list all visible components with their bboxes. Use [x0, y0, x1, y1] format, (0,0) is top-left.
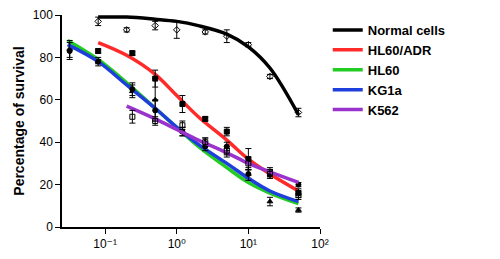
- svg-text:40: 40: [39, 135, 53, 149]
- svg-text:20: 20: [39, 178, 53, 192]
- svg-text:Percentage of survival: Percentage of survival: [11, 46, 27, 195]
- svg-text:0: 0: [46, 220, 53, 234]
- svg-text:10²: 10²: [311, 237, 328, 251]
- svg-text:HL60/ADR: HL60/ADR: [368, 43, 432, 58]
- svg-text:10⁻¹: 10⁻¹: [93, 237, 117, 251]
- svg-text:100: 100: [33, 8, 53, 22]
- svg-text:60: 60: [39, 93, 53, 107]
- svg-text:HL60: HL60: [368, 63, 400, 78]
- svg-text:K562: K562: [368, 103, 399, 118]
- svg-text:KG1a: KG1a: [368, 83, 403, 98]
- svg-text:10¹: 10¹: [240, 237, 257, 251]
- svg-text:Normal cells: Normal cells: [368, 23, 445, 38]
- svg-text:80: 80: [39, 51, 53, 65]
- svg-text:10⁰: 10⁰: [168, 237, 186, 251]
